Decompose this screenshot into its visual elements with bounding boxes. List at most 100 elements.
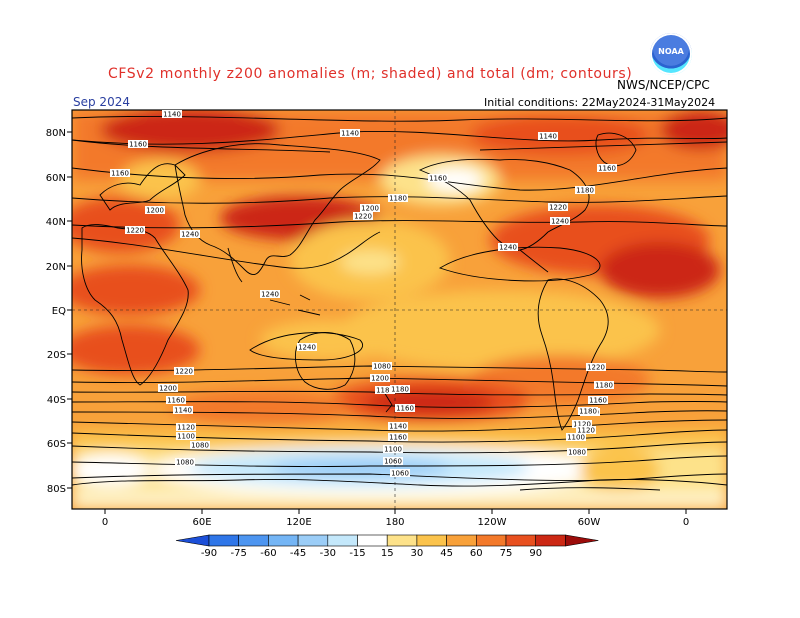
- contour-label: 1220: [549, 204, 567, 212]
- contour-label: 1140: [163, 111, 181, 119]
- contour-label-box: [162, 110, 182, 118]
- lon-label: 60E: [192, 517, 211, 528]
- colorbar-segment: [386, 534, 418, 547]
- lon-label: 120E: [286, 517, 311, 528]
- contour-label: 1120: [573, 421, 591, 429]
- contour-label: 1140: [174, 407, 192, 415]
- colorbar-segment: [268, 534, 299, 547]
- contour-label: 1180: [595, 382, 613, 390]
- contour-label: 1100: [384, 446, 402, 454]
- contour-label-box: [110, 169, 130, 177]
- colorbar-segment: [357, 534, 388, 547]
- contour-label: 1240: [551, 218, 569, 226]
- contour-label-box: [498, 243, 518, 251]
- colorbar-tick-label: -45: [290, 548, 306, 559]
- contour-label-box: [597, 164, 617, 172]
- contour-labels: 1140 1140 1140 1160 1160 1160 1160 1180 1180 1200…: [110, 110, 617, 478]
- contour-label: 1100: [177, 433, 195, 441]
- contour-label-box: [575, 186, 595, 194]
- contour-label-box: [390, 385, 410, 393]
- colorbar-tick-label: 90: [529, 548, 542, 559]
- logo-text: NOAA: [658, 47, 684, 56]
- colorbar-tick-label: -60: [260, 548, 276, 559]
- colorbar-segment: [475, 534, 507, 547]
- colorbar-tick-label: 30: [411, 548, 424, 559]
- colorbar-tick-label: 15: [381, 548, 394, 559]
- forecast-month: Sep 2024: [73, 95, 130, 109]
- contour-label: 1240: [261, 291, 279, 299]
- lat-label: EQ: [52, 306, 66, 317]
- contour-label: 1100: [567, 434, 585, 442]
- contour-label-box: [176, 432, 196, 440]
- lat-label: 80N: [46, 128, 66, 139]
- contour-label: 1160: [167, 397, 185, 405]
- contour-label: 1220: [175, 368, 193, 376]
- contour-label: 1220: [587, 364, 605, 372]
- longitude-axis: 0 60E 120E 180 120W 60W 0: [102, 509, 689, 528]
- contour-label-box: [572, 420, 592, 428]
- grid-lines: [72, 110, 727, 509]
- contour-label-box: [550, 217, 570, 225]
- contour-label: 1140: [539, 133, 557, 141]
- contour-label: 1080: [373, 363, 391, 371]
- contour-label-box: [395, 404, 415, 412]
- colorbar-segment: [297, 534, 329, 547]
- contour-label-box: [383, 445, 403, 453]
- contour-label: 1200: [361, 205, 379, 213]
- contour-label-box: [576, 426, 596, 434]
- contour-label: 1180: [376, 387, 394, 395]
- figure-title: CFSv2 monthly z200 anomalies (m; shaded)…: [108, 66, 633, 82]
- contour-label: 1180: [576, 187, 594, 195]
- colorbar-segment: [535, 534, 566, 547]
- colorbar-tick-label: 60: [470, 548, 483, 559]
- contour-label: 1080: [568, 449, 586, 457]
- colorbar-tick-label: -75: [231, 548, 247, 559]
- contour-label-box: [586, 363, 606, 371]
- contour-label-box: [375, 386, 395, 394]
- lon-label: 0: [102, 517, 108, 528]
- contour-label-box: [383, 457, 403, 465]
- latitude-axis: 80N 60N 40N 20N EQ 20S 40S 60S 80S: [46, 128, 72, 495]
- contour-label: 1160: [111, 170, 129, 178]
- colorbar: -90 -75 -60 -45 -30 -15 15 30 45 60 75 90: [175, 534, 599, 559]
- lat-label: 40S: [47, 395, 66, 406]
- contour-label: 1080: [176, 459, 194, 467]
- contour-label: 1120: [577, 427, 595, 435]
- contour-label-box: [173, 406, 193, 414]
- contour-label-box: [370, 374, 390, 382]
- contour-label: 1160: [389, 434, 407, 442]
- contour-label-box: [190, 441, 210, 449]
- colorbar-segment: [505, 534, 537, 547]
- contour-label-box: [567, 448, 587, 456]
- contour-label: 1240: [298, 344, 316, 352]
- lon-label: 60W: [578, 517, 601, 528]
- contour-label: 1160: [598, 165, 616, 173]
- lon-label: 0: [683, 517, 689, 528]
- colorbar-arrow-high: [565, 534, 599, 547]
- contour-label: 1240: [499, 244, 517, 252]
- contour-label-box: [390, 469, 410, 477]
- colorbar-segment: [327, 534, 358, 547]
- lat-label: 20N: [46, 262, 66, 273]
- contour-label: 1140: [389, 423, 407, 431]
- contour-label-box: [578, 407, 598, 415]
- contour-label: 1200: [371, 375, 389, 383]
- contour-label-box: [340, 129, 360, 137]
- contour-label: 1060: [391, 470, 409, 478]
- lat-label: 60N: [46, 173, 66, 184]
- contour-label: 1220: [126, 227, 144, 235]
- contour-label-box: [353, 212, 373, 220]
- contour-label-box: [297, 343, 317, 351]
- contour-label-box: [566, 433, 586, 441]
- contour-label: 1200: [159, 385, 177, 393]
- colorbar-segment: [446, 534, 477, 547]
- contour-label-box: [388, 422, 408, 430]
- contour-label: 1180: [579, 408, 597, 416]
- contour-label-box: [388, 194, 408, 202]
- contour-label-box: [538, 132, 558, 140]
- contour-label: 1060: [384, 458, 402, 466]
- contour-label-box: [158, 384, 178, 392]
- contour-label-box: [175, 458, 195, 466]
